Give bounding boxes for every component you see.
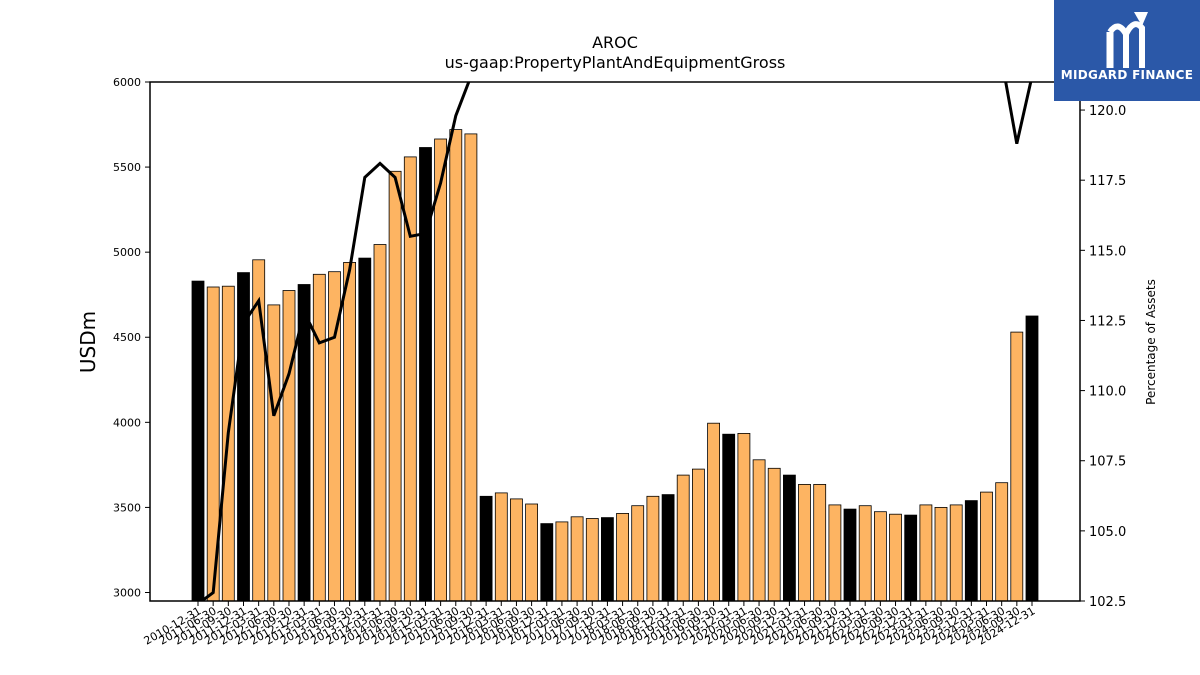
bar	[980, 491, 993, 602]
bar	[434, 138, 448, 602]
bar	[964, 500, 978, 602]
y-tick-label: 6000	[113, 76, 141, 89]
bar	[282, 290, 296, 602]
bar	[722, 433, 736, 602]
bar	[692, 468, 705, 602]
y2-tick-label: 102.5	[1089, 595, 1126, 610]
bar	[1010, 331, 1024, 602]
y2-tick-label: 120.0	[1089, 104, 1126, 119]
y2-tick-label: 110.0	[1089, 385, 1126, 400]
bar	[570, 516, 584, 602]
bar	[904, 514, 918, 602]
bar	[995, 482, 1009, 602]
bar	[525, 503, 538, 602]
bar	[540, 523, 554, 602]
bar	[191, 280, 205, 602]
chart-title: AROC	[592, 33, 638, 52]
bar	[601, 517, 614, 602]
bars	[191, 129, 1039, 602]
bar	[267, 304, 281, 602]
y-tick-label: 4500	[113, 331, 141, 344]
y-tick-label: 3000	[113, 586, 141, 599]
bar	[843, 508, 857, 602]
y2-tick-label: 117.5	[1089, 174, 1126, 189]
bar	[555, 521, 569, 602]
bar	[752, 459, 766, 602]
bar	[889, 513, 902, 602]
series-line	[199, 82, 471, 601]
y2-tick-label: 112.5	[1089, 314, 1126, 329]
bar	[358, 257, 372, 602]
y-tick-label: 3500	[113, 501, 141, 514]
bar	[919, 504, 933, 602]
y-axis-label: USDm	[76, 311, 100, 373]
y2-tick-label: 105.0	[1089, 525, 1126, 540]
bar	[585, 518, 599, 602]
bar	[449, 129, 463, 602]
y-tick-label: 5500	[113, 161, 141, 174]
bar	[767, 467, 781, 602]
bar	[858, 505, 872, 602]
bar	[1025, 315, 1039, 602]
x-axis: 2010-12-312011-06-302011-09-302011-12-31…	[142, 601, 1038, 648]
bar	[616, 513, 629, 602]
bar	[874, 511, 887, 602]
bar	[343, 261, 357, 602]
bar	[661, 494, 675, 602]
logo-text: MIDGARD FINANCE	[1060, 68, 1194, 82]
series-line	[1004, 82, 1033, 145]
y2-axis-label: Percentage of Assets	[1144, 279, 1158, 405]
y-tick-label: 5000	[113, 246, 141, 259]
y-tick-label: 4000	[113, 416, 141, 429]
percentage-line	[199, 82, 1033, 601]
bar	[312, 273, 326, 602]
bar	[783, 474, 796, 602]
y-axis-right: 102.5 105.0 107.5 110.0 112.5 115.0 117.5 120.0	[1080, 104, 1126, 610]
bar	[798, 483, 811, 602]
bar	[646, 495, 660, 602]
bar	[388, 170, 402, 602]
brand-logo: MIDGARD FINANCE	[1054, 0, 1200, 101]
bar	[509, 498, 523, 602]
plot-frame	[149, 81, 1081, 602]
y2-tick-label: 107.5	[1089, 455, 1126, 470]
bar	[373, 244, 387, 602]
y2-tick-label: 115.0	[1089, 244, 1126, 259]
bar	[707, 422, 720, 602]
bar	[934, 506, 948, 602]
y-axis-left: 3000 3500 4000 4500 5000 5500 6000	[113, 76, 150, 599]
bar	[737, 432, 751, 602]
chart-subtitle: us-gaap:PropertyPlantAndEquipmentGross	[445, 53, 786, 72]
bar	[494, 492, 508, 602]
bar	[631, 505, 645, 602]
bar	[813, 483, 827, 602]
bar	[828, 504, 842, 602]
bar	[464, 133, 478, 602]
bar	[676, 474, 690, 602]
bar	[949, 504, 963, 602]
logo-mark-icon	[1106, 12, 1148, 68]
bar	[479, 495, 493, 602]
